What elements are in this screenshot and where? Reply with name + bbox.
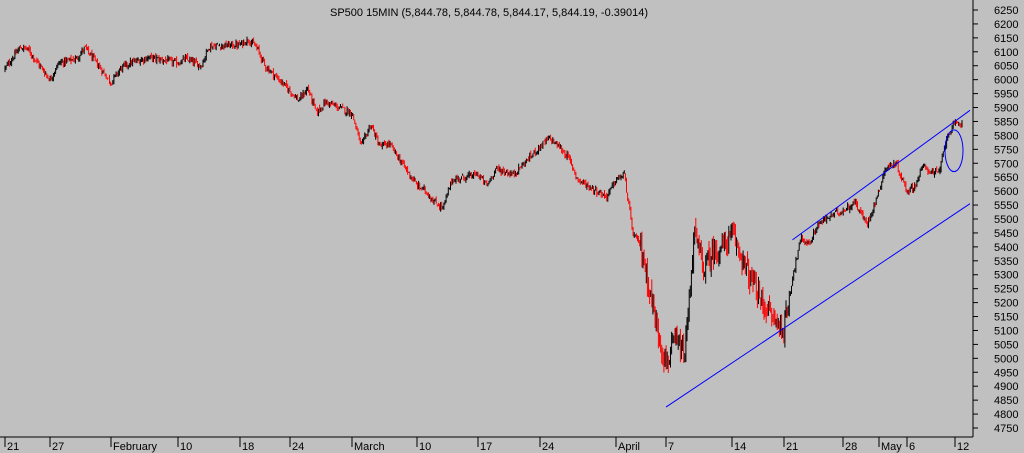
x-tick-label: April — [618, 441, 640, 453]
y-tick-label: 5700 — [994, 158, 1018, 170]
x-tick-label: February — [113, 441, 158, 453]
y-tick-label: 6000 — [994, 75, 1018, 87]
chart-title: SP500 15MIN (5,844.78, 5,844.78, 5,844.1… — [330, 7, 648, 19]
y-tick-label: 5750 — [994, 144, 1018, 156]
x-tick-label: 27 — [52, 441, 64, 453]
y-tick-label: 5450 — [994, 228, 1018, 240]
y-tick-label: 5600 — [994, 186, 1018, 198]
x-tick-label: 21 — [786, 441, 798, 453]
x-tick-label: 7 — [668, 441, 674, 453]
y-tick-label: 6250 — [994, 5, 1018, 17]
y-tick-label: 4750 — [994, 423, 1018, 435]
x-tick-label: 17 — [480, 441, 492, 453]
trendline — [665, 203, 971, 408]
x-tick-label: 10 — [180, 441, 192, 453]
x-tick-label: 12 — [957, 441, 969, 453]
x-tick-label: March — [354, 441, 385, 453]
y-tick-label: 5800 — [994, 130, 1018, 142]
x-tick-label: 14 — [734, 441, 746, 453]
y-tick-label: 4900 — [994, 381, 1018, 393]
y-tick-label: 5350 — [994, 256, 1018, 268]
x-tick-label: 10 — [419, 441, 431, 453]
y-tick-label: 5000 — [994, 353, 1018, 365]
x-axis: 21 27 February 10 18 24 March 10 17 24 April 7 14 21 2… — [4, 437, 969, 453]
y-tick-label: 5050 — [994, 339, 1018, 351]
y-tick-label: 5200 — [994, 298, 1018, 310]
x-tick-label: 18 — [242, 441, 254, 453]
y-tick-label: 5950 — [994, 89, 1018, 101]
y-tick-label: 5250 — [994, 284, 1018, 296]
y-tick-label: 4850 — [994, 395, 1018, 407]
y-tick-label: 6200 — [994, 19, 1018, 31]
overlays — [665, 109, 971, 408]
x-tick-label: 24 — [292, 441, 304, 453]
y-tick-label: 4950 — [994, 367, 1018, 379]
y-tick-label: 6050 — [994, 61, 1018, 73]
y-tick-label: 5550 — [994, 200, 1018, 212]
y-tick-label: 5650 — [994, 172, 1018, 184]
x-tick-label: 21 — [7, 441, 19, 453]
y-tick-label: 6100 — [994, 47, 1018, 59]
x-tick-label: 6 — [909, 441, 915, 453]
y-tick-label: 6150 — [994, 33, 1018, 45]
y-tick-label: 5100 — [994, 325, 1018, 337]
trendline — [792, 109, 971, 241]
x-tick-label: May — [881, 441, 902, 453]
y-tick-label: 5500 — [994, 214, 1018, 226]
y-tick-label: 5900 — [994, 103, 1018, 115]
y-tick-label: 5150 — [994, 312, 1018, 324]
x-tick-label: 28 — [845, 441, 857, 453]
highlight-ellipse — [944, 129, 964, 173]
candles — [4, 36, 963, 373]
y-tick-label: 5300 — [994, 270, 1018, 282]
x-tick-label: 24 — [542, 441, 554, 453]
y-tick-label: 4800 — [994, 409, 1018, 421]
y-tick-label: 5850 — [994, 116, 1018, 128]
y-tick-label: 5400 — [994, 242, 1018, 254]
